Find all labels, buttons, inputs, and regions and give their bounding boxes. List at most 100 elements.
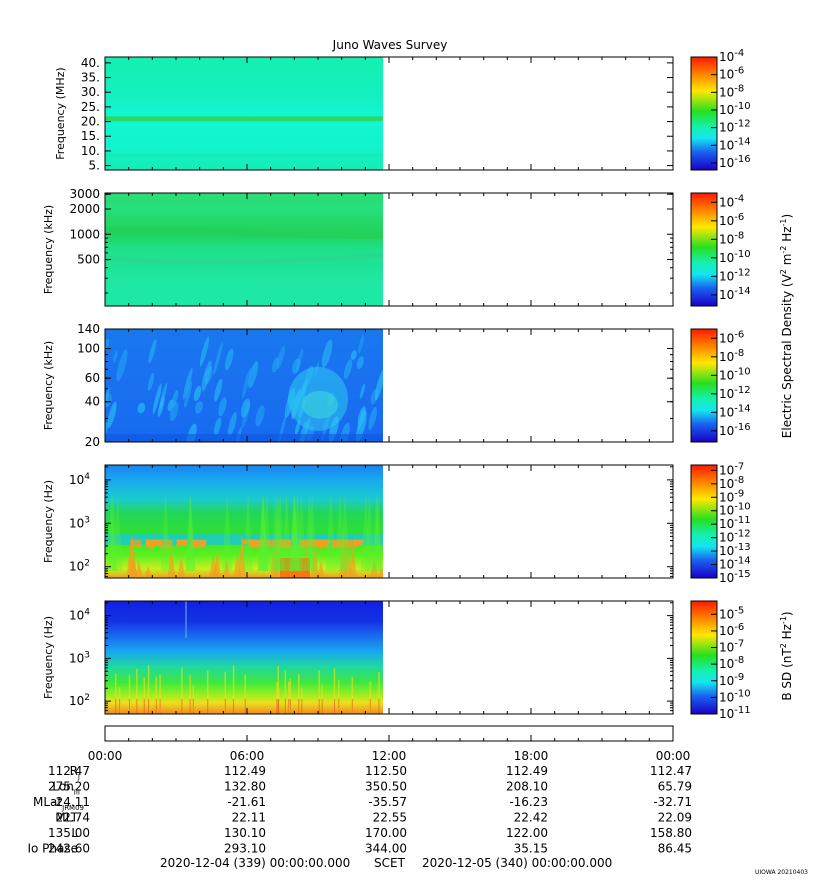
- ephemeris-value: 22.74: [56, 811, 90, 825]
- ephemeris-value: 170.00: [365, 826, 407, 840]
- colorbar-tick-label: 10-4: [719, 48, 744, 64]
- ephemeris-value: 242.60: [48, 842, 90, 856]
- colorbar-tick-label: 10-12: [719, 119, 751, 135]
- ephemeris-value: 86.45: [658, 842, 692, 856]
- y-tick-label: 102: [69, 559, 90, 574]
- colorbar-tick-label: 10-14: [719, 286, 751, 302]
- panel-magnetic: 104 103 102 Frequency (Hz) 10-510-610-710-81…: [42, 600, 751, 721]
- colorbar-tick-label: 10-16: [719, 422, 751, 438]
- colorbar-tick-label: 10-8: [719, 83, 744, 99]
- colorbar: 10-4 10-6 10-8 10-10 10-12 10-14: [690, 192, 751, 307]
- panel-lfr-high: 140 100 60 40 20 Frequency (kHz) 10-6 10-8 10-10…: [42, 322, 751, 449]
- ephemeris-value: 122.00: [506, 826, 548, 840]
- colorbar-tick-label: 10-13: [719, 542, 751, 558]
- y-tick-label: 10.: [81, 144, 100, 158]
- footer-scet: SCET: [374, 856, 406, 870]
- time-axis: 00:00 06:00 12:00 18:00 00:00: [88, 725, 691, 763]
- spectrogram: [105, 601, 384, 714]
- y-tick-label: 103: [69, 650, 90, 665]
- colorbar-tick-label: 10-11: [719, 515, 751, 531]
- y-tick-label: 140: [77, 322, 100, 336]
- electric-colorbar-title: Electric Spectral Density (V2 m-2 Hz-1): [779, 214, 794, 438]
- ephemeris-value: 350.50: [365, 780, 407, 794]
- colorbar-tick-label: 10-14: [719, 556, 751, 572]
- ephemeris-value: 22.11: [232, 811, 266, 825]
- ephemeris-value: 22.42: [514, 811, 548, 825]
- colorbar-tick-label: 10-10: [719, 502, 751, 518]
- ephemeris-value: 344.00: [365, 842, 407, 856]
- y-tick-label: 103: [69, 515, 90, 530]
- colorbar-tick-label: 10-4: [719, 193, 744, 209]
- y-axis-label: Frequency (MHz): [54, 67, 67, 159]
- ephemeris-value: 293.10: [224, 842, 266, 856]
- colorbar-tick-label: 10-9: [719, 488, 744, 504]
- y-tick-label: 102: [69, 693, 90, 708]
- ephemeris-value: 112.49: [224, 764, 266, 778]
- colorbar-tick-label: 10-11: [719, 705, 751, 721]
- y-axis-label: Frequency (kHz): [42, 205, 55, 294]
- colorbar-tick-label: 10-8: [719, 348, 744, 364]
- colorbar-tick-label: 10-6: [719, 622, 744, 638]
- y-axis-label: Frequency (Hz): [42, 480, 55, 563]
- colorbar-tick-label: 10-10: [719, 249, 751, 265]
- y-axis-label: Frequency (Hz): [42, 616, 55, 699]
- colorbar-tick-label: 10-8: [719, 475, 744, 491]
- ephemeris-row-label: L: [71, 826, 78, 840]
- y-tick-label: 35.: [81, 71, 100, 85]
- y-tick-label: 15.: [81, 129, 100, 143]
- y-tick-label: 5.: [89, 159, 100, 173]
- colorbar-tick-label: 10-8: [719, 230, 744, 246]
- colorbar-tick-label: 10-7: [719, 461, 744, 477]
- x-tick-label: 18:00: [514, 749, 549, 763]
- x-tick-label: 00:00: [656, 749, 691, 763]
- ephemeris-value: 22.09: [658, 811, 692, 825]
- ephemeris-row-label: LonIII: [52, 780, 80, 797]
- colorbar-tick-label: 10-6: [719, 212, 744, 228]
- colorbar-tick-label: 10-10: [719, 101, 751, 117]
- colorbar-tick-label: 10-14: [719, 136, 751, 152]
- ephemeris-value: 158.80: [650, 826, 692, 840]
- ephemeris-value: 130.10: [224, 826, 266, 840]
- figure-title: Juno Waves Survey: [332, 38, 448, 52]
- x-tick-label: 00:00: [88, 749, 123, 763]
- ephemeris-row-label: MLT: [55, 811, 78, 825]
- colorbar-tick-label: 10-9: [719, 672, 744, 688]
- ephemeris-value: -21.61: [227, 795, 266, 809]
- y-tick-label: 2000: [69, 202, 100, 216]
- colorbar-tick-label: 10-5: [719, 605, 744, 621]
- y-axis-label: Frequency (kHz): [42, 341, 55, 430]
- y-tick-label: 25.: [81, 100, 100, 114]
- magnetic-colorbar-title: B SD (nT2 Hz-1): [779, 611, 794, 700]
- colorbar-tick-label: 10-16: [719, 154, 751, 170]
- ephemeris-value: 208.10: [506, 780, 548, 794]
- y-tick-label: 1000: [69, 227, 100, 241]
- ephemeris-value: 112.50: [365, 764, 407, 778]
- uiowa-stamp: UIOWA 20210403: [755, 869, 808, 876]
- colorbar-tick-label: 10-12: [719, 267, 751, 283]
- spectrogram: [105, 329, 384, 442]
- ephemeris-value: -32.71: [653, 795, 692, 809]
- y-tick-label: 20.: [81, 115, 100, 129]
- colorbar: 10-6 10-8 10-10 10-12 10-14 10-16: [690, 328, 751, 443]
- x-tick-label: 06:00: [230, 749, 265, 763]
- ephemeris-value: -35.57: [368, 795, 407, 809]
- x-tick-label: 12:00: [372, 749, 407, 763]
- y-tick-label: 3000: [69, 187, 100, 201]
- ephemeris-row-label: Io Phase: [27, 842, 78, 856]
- colorbar-tick-label: 10-6: [719, 66, 744, 82]
- panel-lfr-low: 104 103 102 Frequency (Hz) 10-710-810-910-10…: [42, 461, 751, 585]
- y-tick-label: 40: [85, 395, 100, 409]
- ephemeris-value: 35.15: [514, 842, 548, 856]
- ephemeris-value: -24.11: [51, 795, 90, 809]
- colorbar-tick-label: 10-10: [719, 366, 751, 382]
- y-tick-label: 40.: [81, 56, 100, 70]
- y-tick-label: 104: [69, 608, 90, 623]
- y-tick-label: 104: [69, 472, 90, 487]
- colorbar-tick-label: 10-12: [719, 385, 751, 401]
- footer-start-time: 2020-12-04 (339) 00:00:00.000: [160, 856, 350, 870]
- ephemeris-value: 135.00: [48, 826, 90, 840]
